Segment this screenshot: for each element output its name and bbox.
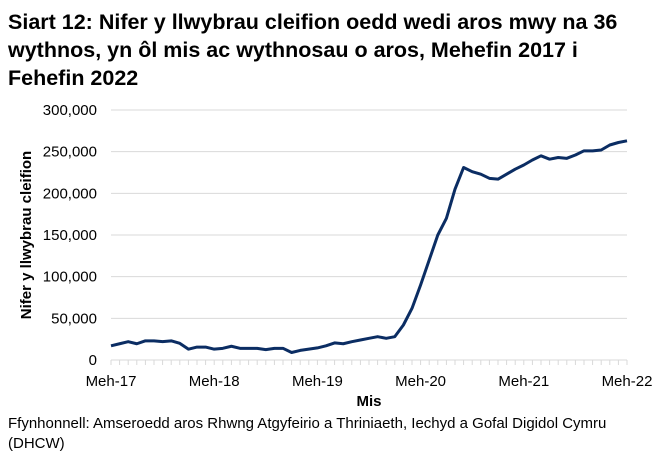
x-tick-label: Meh-22 bbox=[602, 373, 653, 390]
y-tick-label: 50,000 bbox=[51, 310, 97, 327]
x-tick-label: Meh-20 bbox=[395, 373, 446, 390]
y-tick-label: 250,000 bbox=[43, 144, 97, 161]
x-tick-label: Meh-21 bbox=[498, 373, 549, 390]
y-tick-label: 100,000 bbox=[43, 269, 97, 286]
data-line bbox=[110, 139, 628, 354]
y-tick-label: 0 bbox=[89, 352, 97, 369]
y-tick-label: 300,000 bbox=[43, 102, 97, 119]
x-tick-label: Meh-18 bbox=[189, 373, 240, 390]
y-axis-title: Nifer y llwybrau cleifion bbox=[18, 151, 35, 319]
x-tick-label: Meh-19 bbox=[292, 373, 343, 390]
x-tick-label: Meh-17 bbox=[86, 373, 137, 390]
y-tick-label: 200,000 bbox=[43, 185, 97, 202]
source-note: Ffynhonnell: Amseroedd aros Rhwng Atgyfe… bbox=[8, 415, 607, 452]
y-tick-label: 150,000 bbox=[43, 227, 97, 244]
x-axis-title: Mis bbox=[356, 393, 381, 410]
chart-title: Siart 12: Nifer y llwybrau cleifion oedd… bbox=[8, 10, 618, 90]
